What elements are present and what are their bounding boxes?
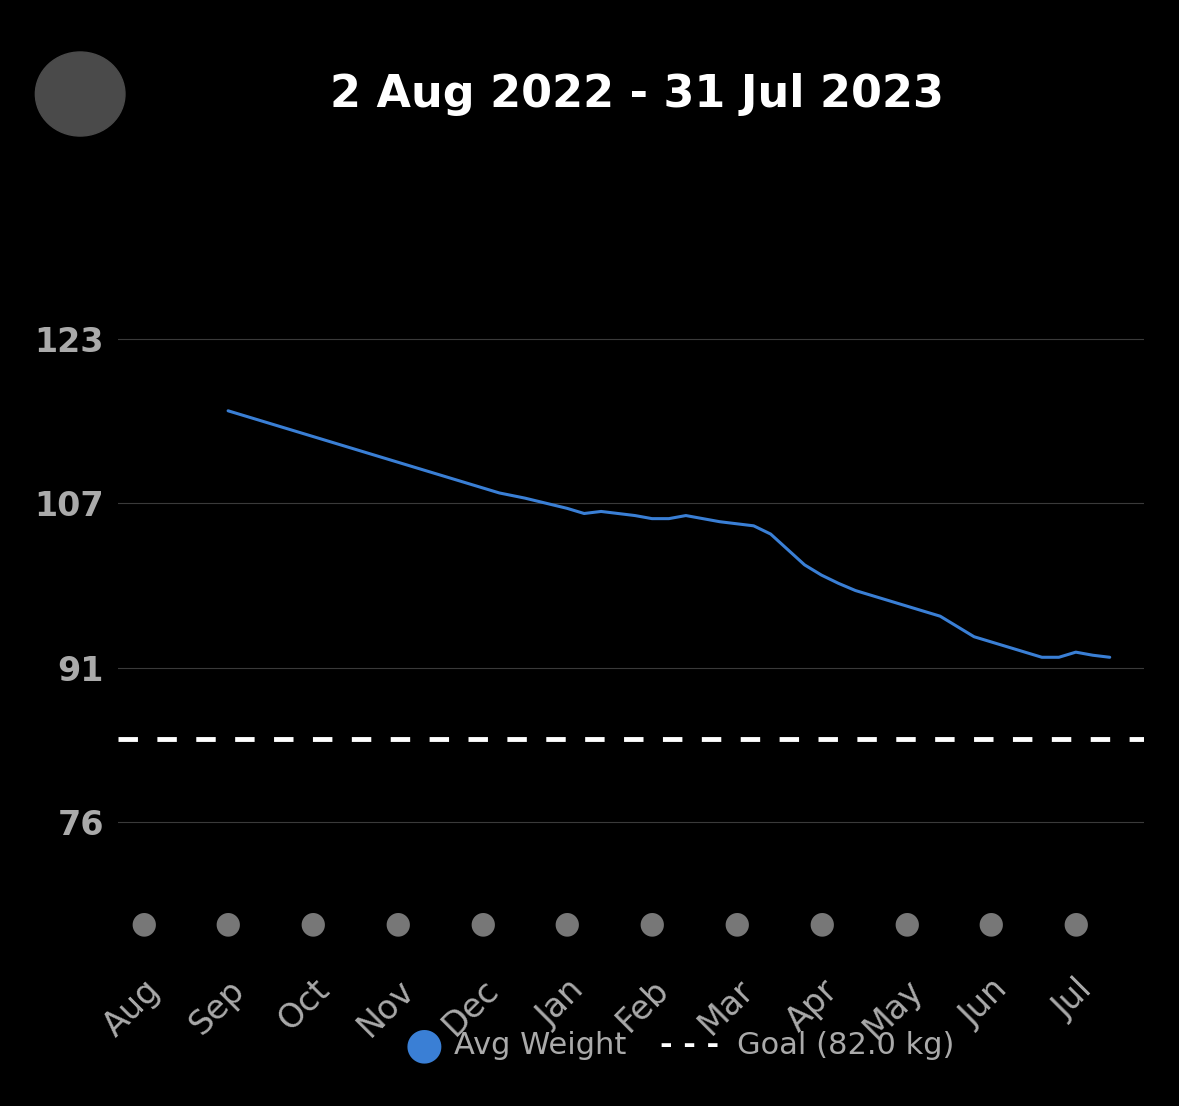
- Text: ●: ●: [639, 909, 665, 938]
- Text: 2 Aug 2022 - 31 Jul 2023: 2 Aug 2022 - 31 Jul 2023: [330, 73, 943, 115]
- Text: Aug: Aug: [97, 973, 166, 1043]
- Text: ●: ●: [893, 909, 920, 938]
- Text: Feb: Feb: [611, 973, 676, 1039]
- Text: ‹: ‹: [72, 75, 88, 113]
- Text: ●: ●: [406, 1024, 443, 1066]
- Text: Avg Weight: Avg Weight: [454, 1031, 626, 1060]
- Text: Apr: Apr: [780, 973, 845, 1037]
- Text: Nov: Nov: [351, 973, 421, 1043]
- Text: ●: ●: [215, 909, 242, 938]
- Text: May: May: [857, 973, 929, 1045]
- Text: ●: ●: [299, 909, 327, 938]
- Text: ●: ●: [1062, 909, 1089, 938]
- Text: Jun: Jun: [954, 973, 1014, 1033]
- Text: ●: ●: [808, 909, 835, 938]
- Text: Goal (82.0 kg): Goal (82.0 kg): [737, 1031, 954, 1060]
- Text: Jul: Jul: [1047, 973, 1099, 1025]
- Text: Dec: Dec: [436, 973, 506, 1042]
- Text: - - -: - - -: [660, 1031, 719, 1060]
- Text: ●: ●: [130, 909, 157, 938]
- Text: ●: ●: [554, 909, 580, 938]
- Text: ●: ●: [469, 909, 495, 938]
- Text: ●: ●: [384, 909, 411, 938]
- Text: Sep: Sep: [184, 973, 251, 1041]
- Text: Mar: Mar: [692, 973, 760, 1041]
- Text: Jan: Jan: [531, 973, 591, 1033]
- Text: ●: ●: [977, 909, 1005, 938]
- Text: Oct: Oct: [272, 973, 336, 1037]
- Text: ●: ●: [724, 909, 750, 938]
